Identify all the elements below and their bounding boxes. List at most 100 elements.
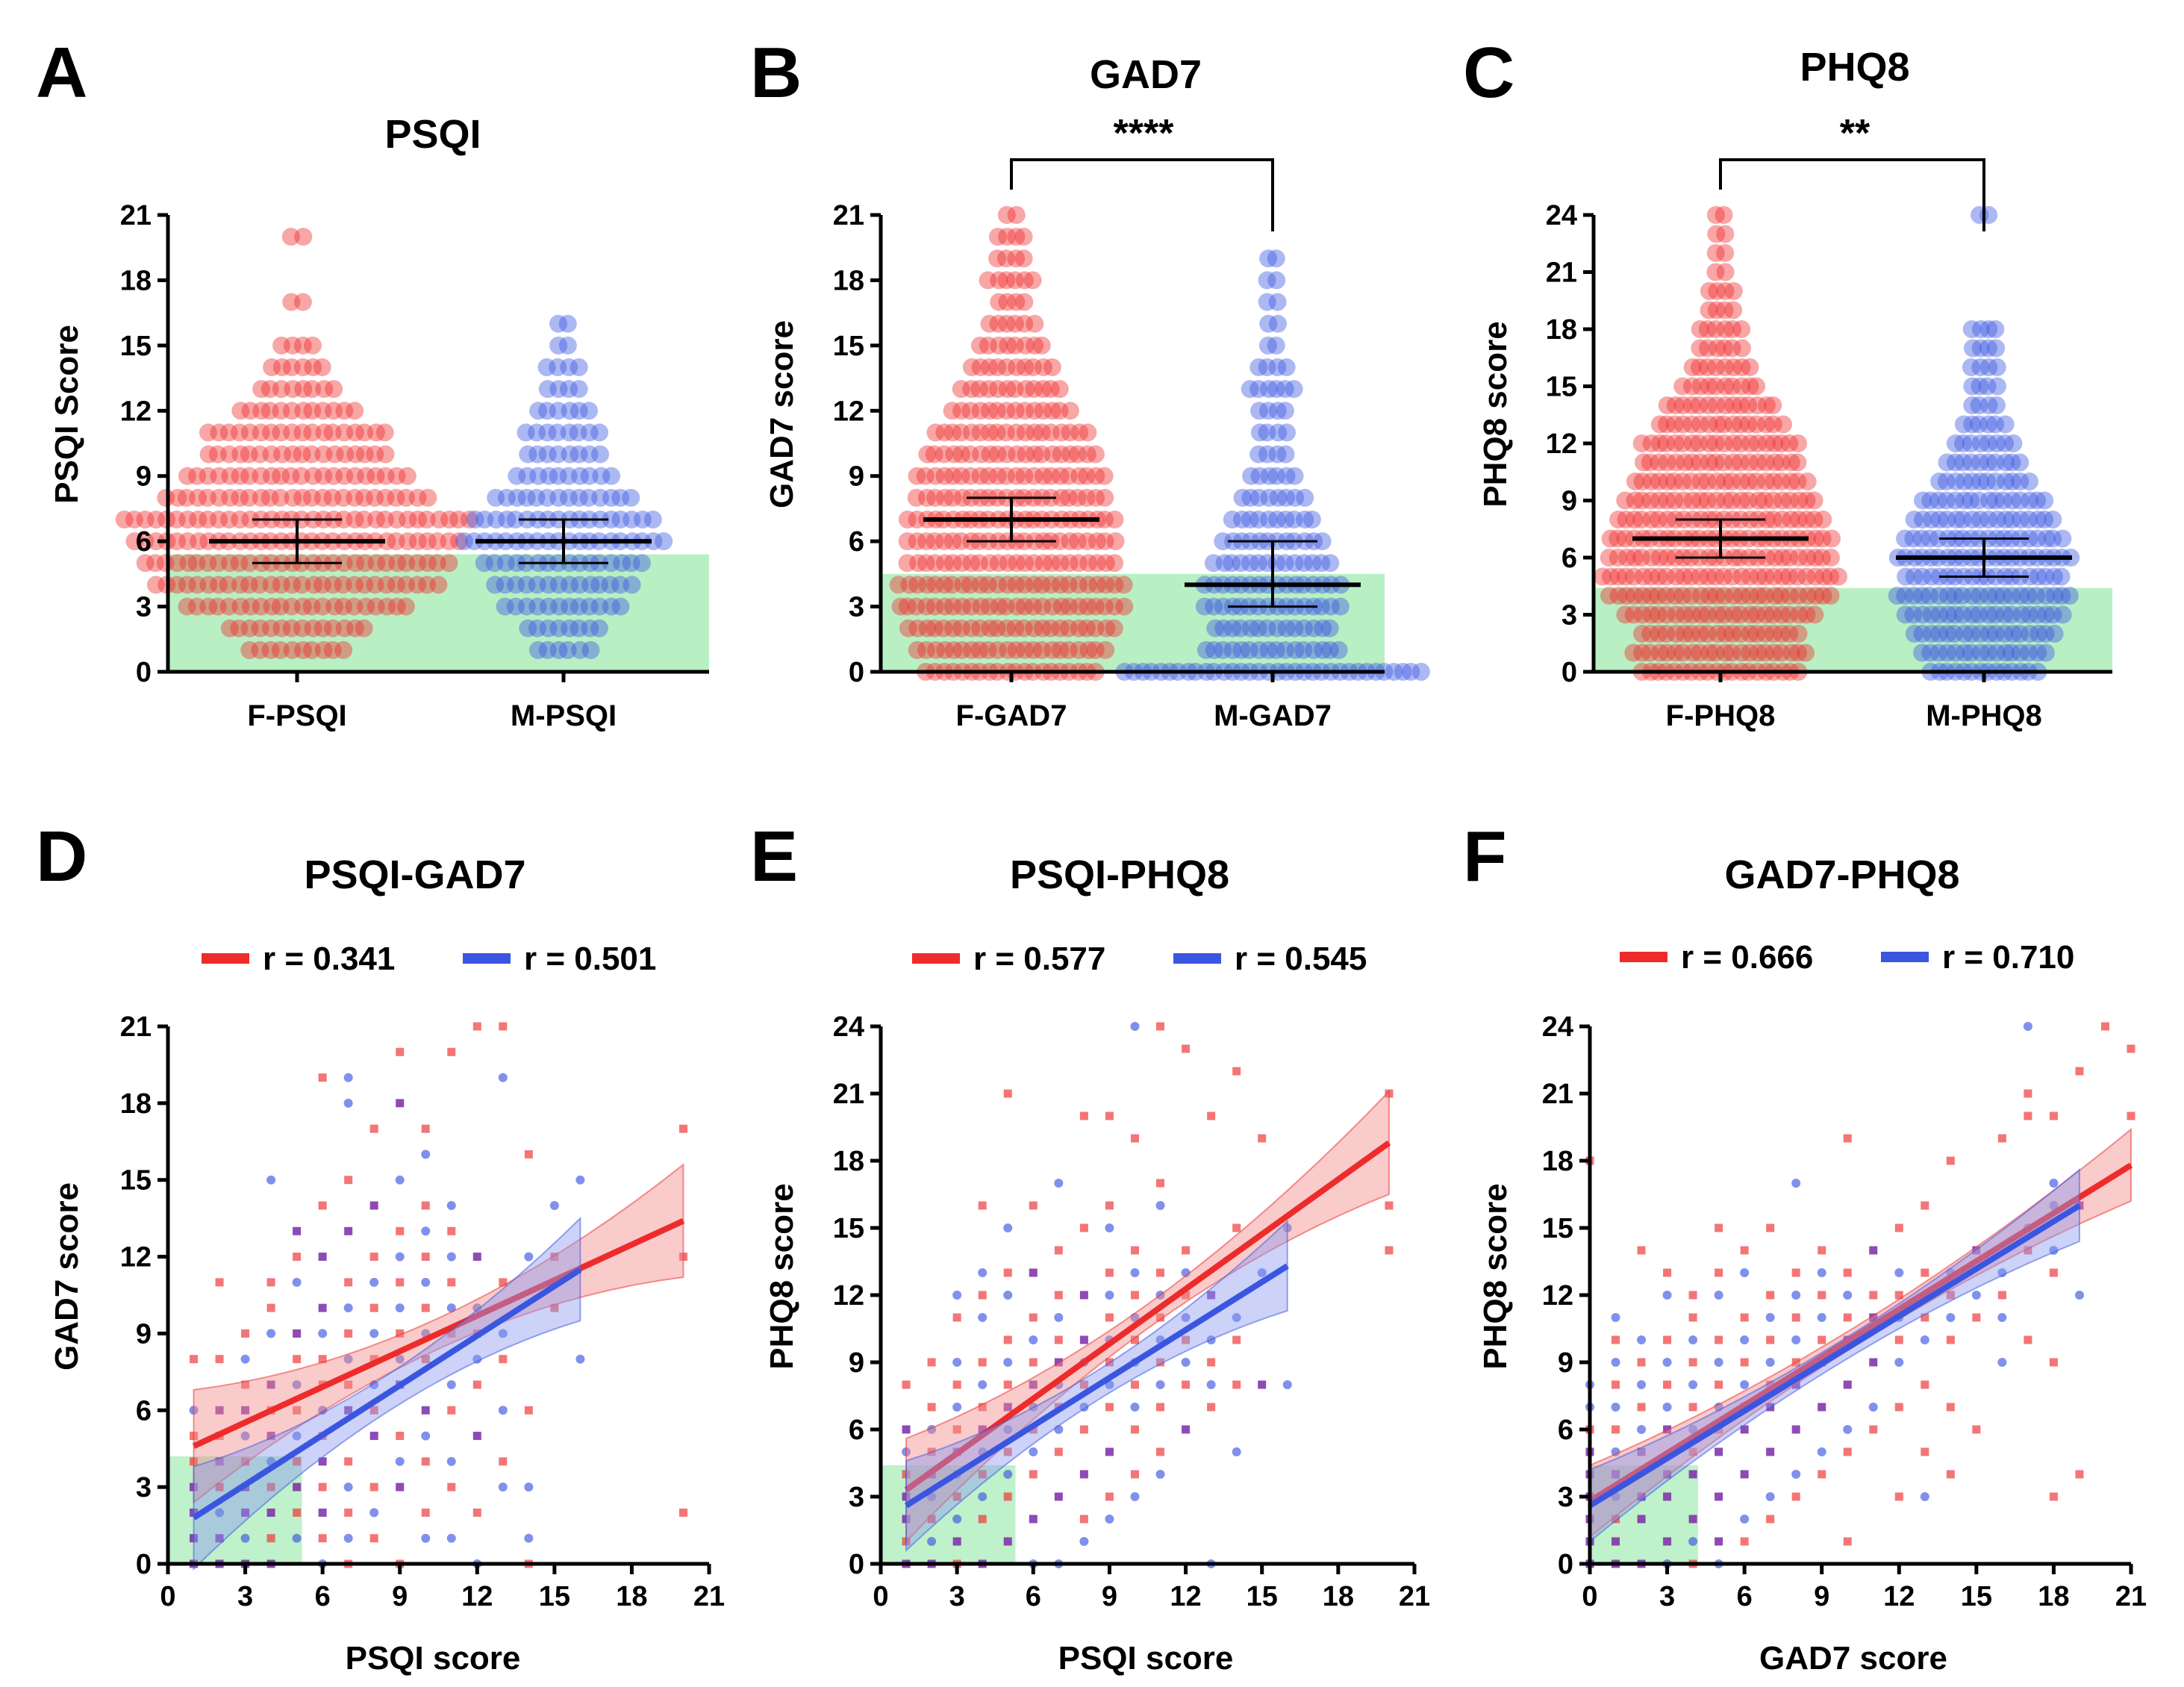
regression-line-d-female <box>192 1217 685 1449</box>
data-point-a-female <box>346 402 364 420</box>
data-point-a-female <box>367 511 386 528</box>
data-point-c-female <box>1715 415 1733 434</box>
data-point-c-male <box>2011 625 2029 643</box>
data-point-c-male <box>1962 491 1980 510</box>
data-point-c-male <box>1987 587 2006 605</box>
data-point-b-female <box>935 597 954 616</box>
data-point-c-male <box>1979 605 1998 624</box>
data-point-f-male <box>1637 1425 1647 1434</box>
data-point-a-female <box>293 336 312 355</box>
data-point-c-female <box>1707 491 1726 510</box>
data-point-b-female <box>1024 597 1043 616</box>
data-point-a-female <box>260 402 279 420</box>
data-point-e-female <box>1385 1201 1394 1210</box>
data-point-d-female <box>293 1329 302 1338</box>
data-point-e-female <box>1054 1246 1063 1255</box>
data-point-c-female <box>1805 511 1823 528</box>
data-point-d-male <box>446 1380 456 1389</box>
data-point-b-female <box>1059 576 1078 594</box>
x-tick-label-f: 15 <box>1961 1581 1992 1612</box>
data-point-b-female <box>1070 467 1089 485</box>
data-point-a-female <box>428 532 446 551</box>
data-point-d-female <box>241 1406 250 1415</box>
data-point-f-male <box>1611 1358 1620 1367</box>
data-point-a-female <box>355 554 374 573</box>
data-point-b-female <box>1032 445 1051 464</box>
data-point-a-female <box>262 619 281 637</box>
data-point-a-female <box>252 380 271 399</box>
data-point-c-female <box>1600 587 1618 605</box>
data-point-b-female <box>1026 445 1044 464</box>
data-point-f-female <box>1869 1291 1878 1300</box>
data-point-c-female <box>1633 605 1652 624</box>
data-point-c-female <box>1682 396 1701 414</box>
data-point-e-female <box>1156 1022 1165 1031</box>
data-point-e-female <box>1130 1425 1139 1434</box>
data-point-a-female <box>313 619 332 637</box>
data-point-b-male <box>1258 336 1277 355</box>
data-point-a-female <box>315 423 334 442</box>
data-point-c-female <box>1657 434 1676 452</box>
data-point-f-male <box>1688 1537 1698 1546</box>
data-point-c-female <box>1706 643 1725 662</box>
data-point-c-male <box>1913 643 1932 662</box>
data-point-a-female <box>313 597 332 616</box>
data-point-d-female <box>369 1406 378 1415</box>
data-point-c-male <box>1913 491 1932 510</box>
data-point-a-male <box>496 597 514 616</box>
data-point-b-female <box>1007 576 1026 594</box>
data-point-f-female <box>2024 1089 2032 1098</box>
data-point-a-male <box>580 402 599 420</box>
data-point-b-male <box>1312 554 1331 573</box>
data-point-c-female <box>1764 396 1782 414</box>
category-label-b-0: F-GAD7 <box>956 699 1067 732</box>
data-point-b-male <box>1206 619 1225 637</box>
data-point-c-male <box>1963 396 1982 414</box>
data-point-e-male <box>1130 1268 1140 1277</box>
data-point-d-male <box>524 1252 534 1262</box>
data-point-c-male <box>2029 567 2047 586</box>
data-point-c-male <box>2028 605 2047 624</box>
data-point-c-female <box>1691 453 1709 472</box>
data-point-c-female <box>1788 453 1807 472</box>
data-point-b-male <box>1258 619 1276 637</box>
data-point-c-male <box>1986 320 2005 338</box>
data-point-a-female <box>303 402 322 420</box>
data-point-b-female <box>1078 445 1096 464</box>
data-point-c-female <box>1617 567 1635 586</box>
data-point-a-female <box>230 619 249 637</box>
data-point-d-male <box>292 1380 302 1389</box>
data-point-d-female <box>472 1432 481 1441</box>
data-point-c-male <box>2028 529 2047 548</box>
normal-range-band-c <box>1594 587 2112 672</box>
data-point-a-male <box>508 554 526 573</box>
data-point-d-female <box>318 1482 327 1491</box>
data-point-b-female <box>1024 358 1043 376</box>
y-tick-label-e: 18 <box>833 1146 864 1177</box>
data-point-b-male <box>1241 488 1260 507</box>
data-point-c-female <box>1724 415 1743 434</box>
data-point-a-female <box>314 467 333 485</box>
data-point-a-female <box>250 576 269 594</box>
data-point-b-female <box>1006 402 1025 420</box>
data-point-d-female <box>344 1278 353 1287</box>
data-point-c-male <box>2012 605 2031 624</box>
data-point-c-female <box>1715 473 1734 490</box>
data-point-d-male <box>498 1329 508 1338</box>
data-point-e-male <box>978 1313 988 1322</box>
data-point-c-female <box>1698 491 1717 510</box>
data-point-d-female <box>266 1508 275 1517</box>
data-point-c-male <box>1937 473 1956 490</box>
data-point-d-female <box>293 1508 302 1517</box>
data-point-c-female <box>1691 415 1709 434</box>
data-point-b-female <box>1032 423 1051 442</box>
data-point-c-male <box>1971 339 1990 358</box>
data-point-a-female <box>335 402 354 420</box>
data-point-d-male <box>215 1508 225 1518</box>
data-point-b-female <box>988 640 1007 659</box>
panel-title-d: PSQI-GAD7 <box>304 852 525 897</box>
y-tick-label-a: 21 <box>120 200 152 231</box>
data-point-a-male <box>528 445 547 464</box>
data-point-a-male <box>506 511 525 528</box>
